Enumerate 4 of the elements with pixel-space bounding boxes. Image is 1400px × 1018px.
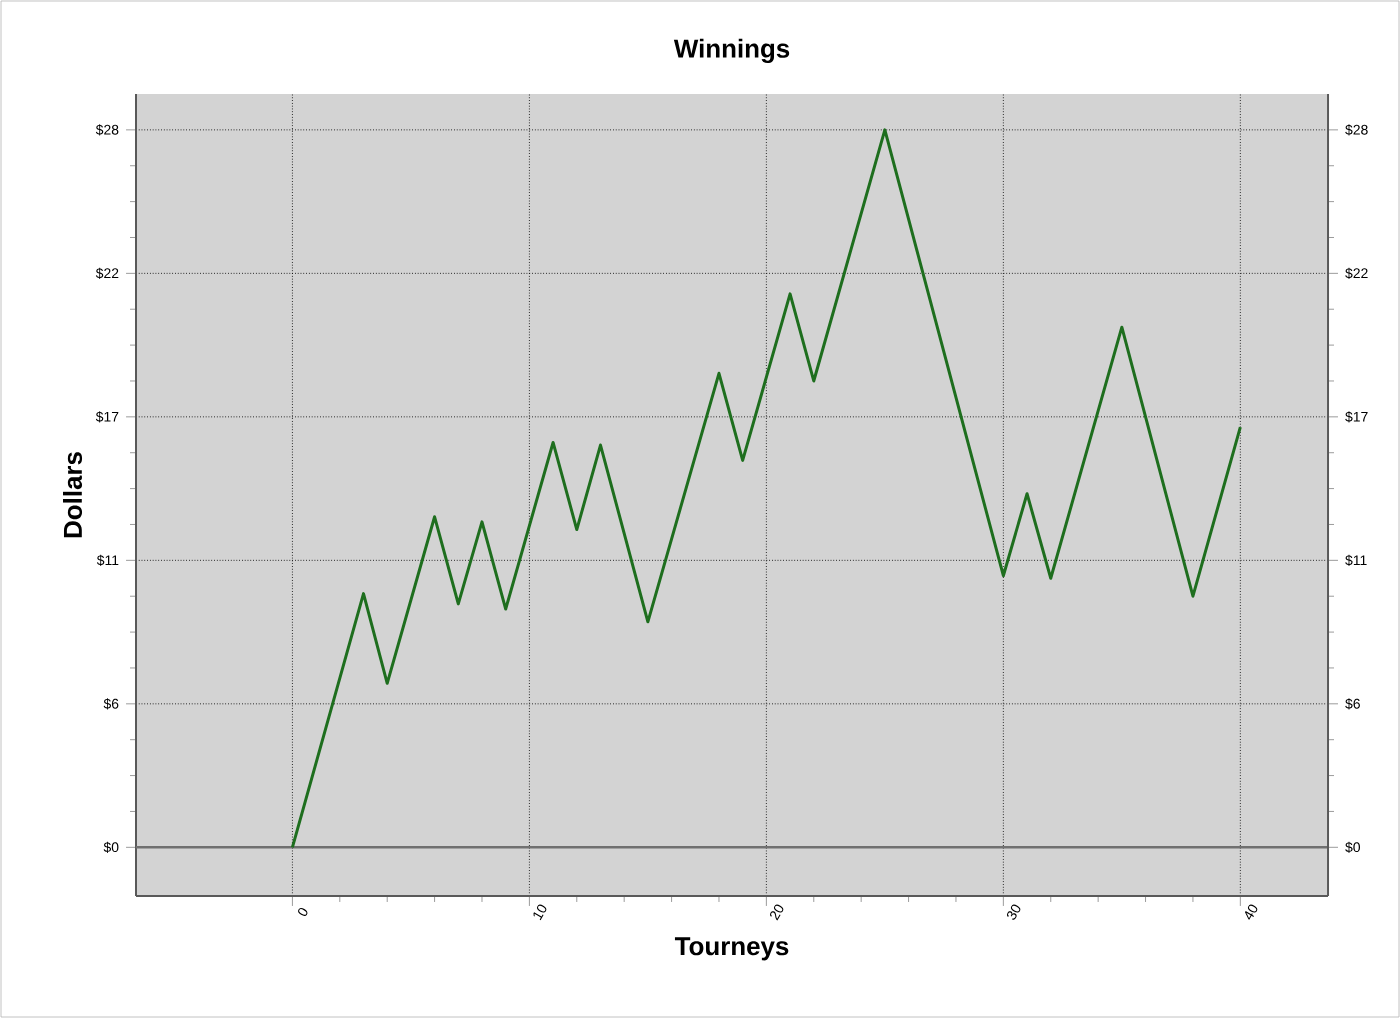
y-axis-title: Dollars — [63, 452, 83, 538]
chart-title: Winnings — [673, 38, 790, 64]
line-series — [290, 128, 1242, 849]
x-axis-title: Tourneys — [674, 937, 789, 961]
